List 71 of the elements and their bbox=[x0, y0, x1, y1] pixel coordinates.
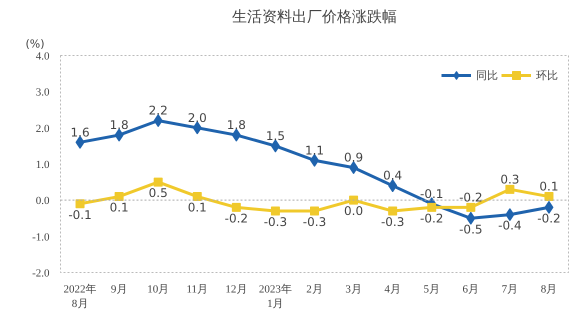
x-tick-label: 5月 bbox=[423, 284, 440, 296]
point bbox=[192, 192, 202, 202]
x-tick-label: 8月 bbox=[540, 284, 558, 296]
point bbox=[388, 179, 398, 192]
x-tick-label: 7月 bbox=[502, 284, 518, 296]
point bbox=[466, 212, 476, 225]
x-tick-label: 11月 bbox=[186, 284, 208, 296]
data-label: 1.6 bbox=[70, 125, 90, 140]
x-tick-label: 10月 bbox=[147, 284, 170, 296]
data-label: -0.3 bbox=[380, 215, 404, 230]
point bbox=[114, 128, 124, 142]
point bbox=[154, 178, 163, 187]
y-tick-label: 2.0 bbox=[36, 122, 50, 135]
point bbox=[349, 161, 358, 174]
point bbox=[388, 206, 398, 216]
point bbox=[544, 192, 554, 202]
point bbox=[427, 202, 436, 212]
data-label: 0.4 bbox=[383, 168, 402, 183]
data-label: 2.0 bbox=[188, 110, 207, 125]
point bbox=[76, 199, 85, 208]
y-tick-label: -1.0 bbox=[32, 231, 50, 244]
point bbox=[154, 114, 163, 128]
x-tick-label: 2023年 1月 bbox=[258, 284, 292, 310]
point bbox=[270, 206, 280, 216]
point bbox=[310, 206, 319, 216]
data-label: -0.2 bbox=[459, 190, 483, 204]
y-axis-title: (%) bbox=[26, 38, 45, 50]
x-tick-label: 3月 bbox=[345, 284, 362, 296]
y-tick-label: 0.0 bbox=[36, 195, 50, 208]
x-tick-label: 9月 bbox=[110, 284, 128, 296]
y-tick-label: 1.0 bbox=[36, 159, 50, 171]
data-label: -0.1 bbox=[68, 208, 92, 222]
data-label: 0.1 bbox=[539, 180, 559, 194]
data-label: 1.5 bbox=[266, 128, 285, 143]
point bbox=[232, 128, 241, 142]
data-label: 2.2 bbox=[148, 104, 168, 118]
data-label: -0.2 bbox=[224, 211, 248, 226]
x-tick-label: 4月 bbox=[384, 284, 401, 296]
data-label: -0.5 bbox=[459, 222, 483, 236]
point bbox=[114, 192, 124, 202]
data-label: 1.1 bbox=[304, 143, 324, 158]
point bbox=[544, 200, 554, 214]
data-label: -0.2 bbox=[537, 211, 561, 226]
data-label: 0.5 bbox=[148, 186, 168, 200]
data-label: -0.3 bbox=[302, 215, 326, 230]
data-label: -0.4 bbox=[498, 218, 522, 233]
x-tick-label: 6月 bbox=[462, 284, 480, 296]
x-tick-label: 2022年 8月 bbox=[64, 284, 97, 310]
data-label: 0.1 bbox=[188, 200, 207, 215]
data-label: 0.9 bbox=[344, 150, 364, 165]
x-tick-label: 12月 bbox=[225, 284, 248, 296]
point bbox=[505, 208, 514, 222]
data-label: 0.3 bbox=[500, 172, 520, 186]
data-label: 0.1 bbox=[110, 200, 129, 215]
y-tick-label: -2.0 bbox=[32, 268, 50, 280]
point bbox=[505, 184, 514, 194]
data-label: -0.1 bbox=[420, 186, 444, 201]
data-label: -0.2 bbox=[420, 211, 444, 226]
data-label: 1.8 bbox=[110, 118, 129, 132]
point bbox=[349, 196, 358, 205]
y-tick-label: 4.0 bbox=[36, 50, 50, 62]
y-tick-label: 3.0 bbox=[36, 86, 50, 99]
x-tick-label: 2月 bbox=[306, 284, 323, 296]
data-label: 1.8 bbox=[226, 118, 246, 132]
legend-label: 同比 bbox=[476, 68, 498, 82]
point bbox=[232, 202, 241, 212]
data-label: -0.3 bbox=[264, 215, 288, 230]
data-label: 0.0 bbox=[344, 204, 364, 218]
legend-label: 环比 bbox=[536, 68, 558, 82]
chart-title: 生活资料出厂价格涨跌幅 bbox=[232, 8, 397, 26]
point bbox=[466, 202, 476, 212]
